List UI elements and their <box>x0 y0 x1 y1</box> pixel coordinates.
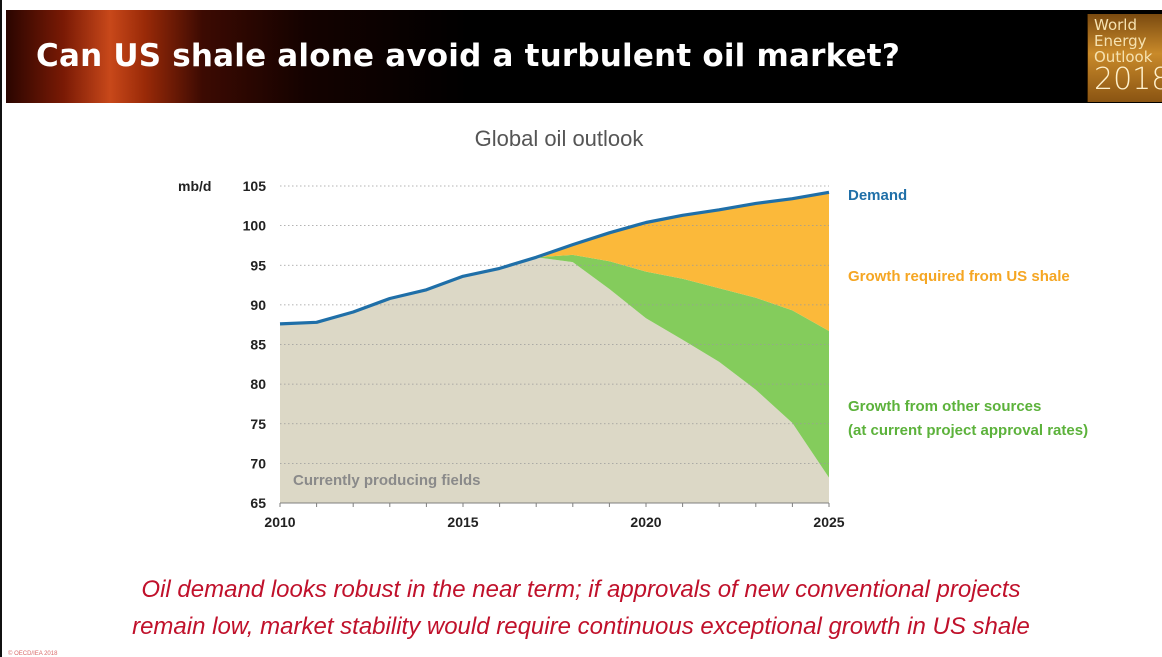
area-growth-other-sources <box>280 254 829 478</box>
weo-logo: World Energy Outlook 2018 <box>1087 14 1162 102</box>
series-label-other-sources-line2: (at current project approval rates) <box>848 422 1088 439</box>
y-tick-label-75: 75 <box>250 416 266 432</box>
caption-line-2: remain low, market stability would requi… <box>132 613 1030 640</box>
chart-area: 2010 2015 2020 2025 65 70 75 80 85 90 95 100 105 mb/d… <box>0 110 1162 550</box>
logo-text-world: World <box>1094 16 1137 34</box>
caption-line-1: Oil demand looks robust in the near term… <box>141 576 1021 603</box>
left-border <box>0 0 2 657</box>
demand-line <box>279 190 830 326</box>
logo-text-year: 2018 <box>1094 62 1162 97</box>
oil-outlook-chart: 2010 2015 2020 2025 65 70 75 80 85 90 95 100 105 mb/d… <box>178 126 1088 530</box>
slide-header: Can US shale alone avoid a turbulent oil… <box>6 10 1162 103</box>
y-tick-label-105: 105 <box>243 178 267 194</box>
y-tick-label-100: 100 <box>243 218 267 234</box>
slide-title: Can US shale alone avoid a turbulent oil… <box>36 38 901 74</box>
chart-title: Global oil outlook <box>475 126 645 151</box>
x-tick-label-2010: 2010 <box>264 514 295 530</box>
y-tick-label-85: 85 <box>250 337 266 353</box>
top-margin <box>0 0 1162 9</box>
series-label-currently-producing-fields: Currently producing fields <box>293 472 481 489</box>
series-label-demand: Demand <box>848 187 907 204</box>
y-tick-label-70: 70 <box>250 455 266 471</box>
y-tick-label-80: 80 <box>250 376 266 392</box>
slide-caption: Oil demand looks robust in the near term… <box>0 571 1162 645</box>
y-tick-label-95: 95 <box>250 257 266 273</box>
y-axis-unit-label: mb/d <box>178 178 211 194</box>
series-label-other-sources-line1: Growth from other sources <box>848 398 1041 415</box>
series-label-us-shale: Growth required from US shale <box>848 268 1070 285</box>
y-tick-label-65: 65 <box>250 495 266 511</box>
area-growth-us-shale <box>280 192 829 331</box>
x-tick-label-2020: 2020 <box>630 514 661 530</box>
logo-text-energy: Energy <box>1094 32 1147 50</box>
x-tick-label-2015: 2015 <box>447 514 478 530</box>
area-currently-producing-fields <box>280 257 829 503</box>
y-tick-label-90: 90 <box>250 297 266 313</box>
logo-text-outlook: Outlook <box>1094 48 1153 66</box>
x-tick-label-2025: 2025 <box>813 514 844 530</box>
copyright-note: © OECD/IEA 2018 <box>8 651 58 657</box>
